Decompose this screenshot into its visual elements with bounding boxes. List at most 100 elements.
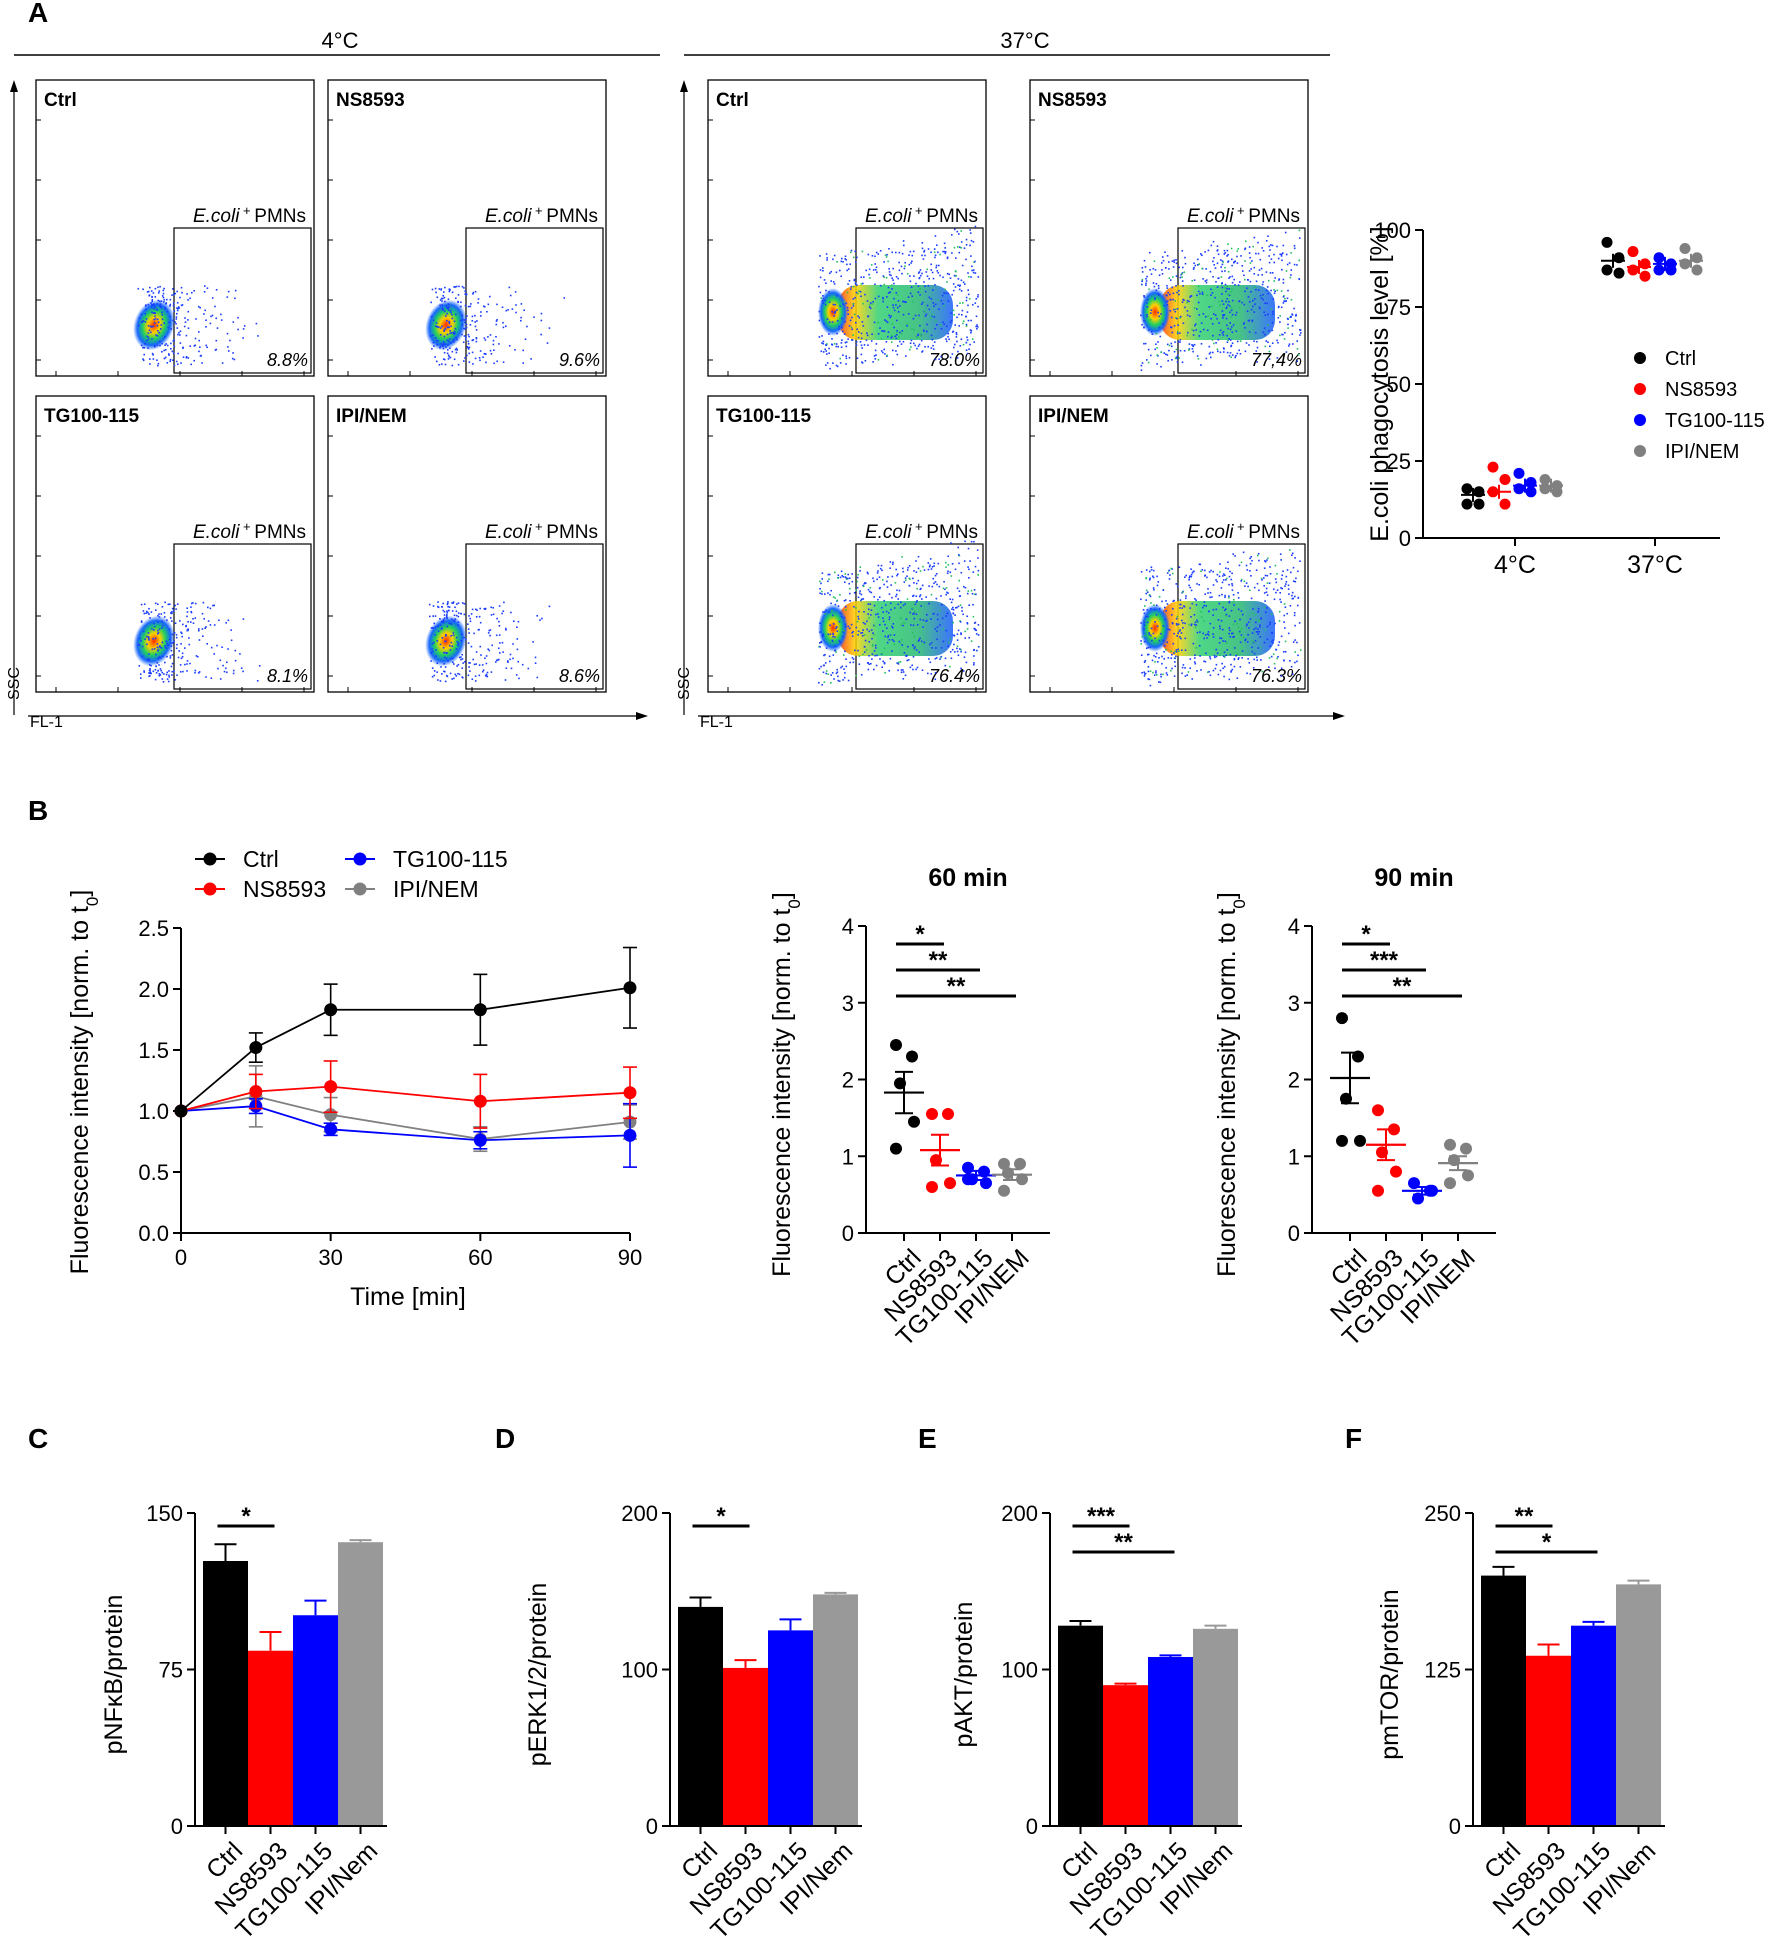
event-dot — [144, 305, 147, 307]
event-dot — [842, 330, 844, 333]
event-dot — [1280, 675, 1282, 677]
event-dot — [1196, 621, 1199, 623]
event-dot — [1230, 356, 1232, 358]
event-dot — [448, 309, 450, 312]
event-dot — [1170, 326, 1173, 329]
event-dot — [1243, 323, 1245, 325]
event-dot — [149, 669, 151, 672]
event-dot — [465, 638, 467, 641]
event-dot — [1226, 577, 1228, 580]
y-tick-label: 2 — [1288, 1068, 1300, 1093]
event-dot — [828, 578, 830, 580]
event-dot — [888, 616, 891, 618]
event-dot — [478, 615, 481, 618]
event-dot — [928, 565, 931, 568]
event-dot — [1271, 613, 1273, 616]
event-dot — [1181, 613, 1184, 616]
event-dot — [237, 316, 239, 319]
event-dot — [883, 261, 885, 263]
event-dot — [164, 308, 167, 310]
event-dot — [950, 312, 952, 314]
event-dot — [920, 303, 923, 305]
event-dot — [831, 310, 833, 313]
event-dot — [474, 290, 477, 293]
event-dot — [1176, 624, 1178, 626]
data-point-ctrl — [1336, 1134, 1348, 1147]
event-dot — [924, 285, 926, 287]
event-dot — [1231, 342, 1234, 344]
event-dot — [952, 289, 955, 292]
event-dot — [856, 586, 859, 589]
event-dot — [1228, 338, 1230, 340]
event-dot — [1226, 324, 1228, 327]
event-dot — [832, 614, 834, 617]
event-dot — [431, 642, 434, 645]
y-tick-label: 250 — [1424, 1501, 1461, 1526]
event-dot — [886, 296, 888, 298]
event-dot — [165, 640, 168, 642]
event-dot — [1297, 654, 1299, 657]
event-dot — [1202, 278, 1204, 280]
event-dot — [907, 659, 910, 661]
event-dot — [435, 649, 437, 651]
event-dot — [447, 303, 450, 305]
event-dot — [1285, 270, 1288, 272]
event-dot — [1195, 647, 1198, 649]
event-dot — [1268, 255, 1270, 257]
event-dot — [1179, 599, 1182, 601]
event-dot — [232, 352, 234, 354]
event-dot — [232, 321, 235, 323]
event-dot — [457, 672, 459, 675]
event-dot — [878, 576, 881, 578]
event-dot — [833, 315, 835, 317]
event-dot — [970, 589, 973, 592]
event-dot — [1210, 305, 1213, 308]
event-dot — [442, 343, 445, 345]
event-dot — [1143, 342, 1145, 345]
event-dot — [1191, 678, 1193, 680]
event-dot — [1188, 584, 1190, 587]
event-dot — [901, 330, 904, 332]
event-dot — [1247, 279, 1249, 281]
event-dot — [1169, 279, 1172, 281]
event-dot — [868, 590, 871, 593]
event-dot — [1208, 353, 1211, 355]
gate-percentage: 8.8% — [267, 350, 308, 370]
event-dot — [867, 572, 869, 575]
event-dot — [1285, 253, 1288, 256]
event-dot — [166, 344, 169, 347]
event-dot — [977, 557, 979, 559]
event-dot — [1151, 659, 1154, 662]
event-dot — [844, 650, 846, 653]
event-dot — [505, 325, 507, 328]
event-dot — [835, 364, 838, 367]
event-dot — [190, 363, 192, 366]
event-dot — [1278, 620, 1281, 622]
event-dot — [964, 586, 967, 589]
event-dot — [198, 339, 200, 342]
event-dot — [165, 343, 167, 345]
event-dot — [867, 344, 869, 346]
event-dot — [857, 615, 859, 618]
event-dot — [973, 589, 976, 591]
event-dot — [448, 290, 451, 293]
event-dot — [520, 303, 523, 305]
event-dot — [152, 325, 155, 328]
event-dot — [1146, 647, 1148, 650]
event-dot — [821, 635, 824, 638]
event-dot — [855, 626, 858, 629]
data-point-ns8593 — [1372, 1104, 1384, 1117]
y-tick-label: 50 — [1387, 372, 1411, 397]
data-point-tg100-115 — [1525, 486, 1537, 498]
event-dot — [1150, 602, 1152, 604]
event-dot — [883, 276, 885, 278]
event-dot — [1248, 319, 1251, 322]
event-dot — [1296, 264, 1298, 266]
event-dot — [450, 641, 453, 644]
event-dot — [516, 626, 518, 628]
event-dot — [1264, 302, 1266, 304]
event-dot — [958, 554, 960, 556]
event-dot — [1140, 571, 1143, 573]
event-dot — [1224, 594, 1226, 597]
